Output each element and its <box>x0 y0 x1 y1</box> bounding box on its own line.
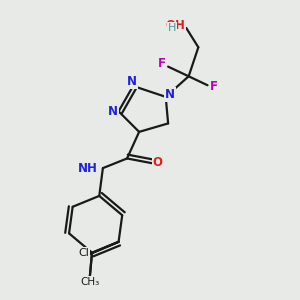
Text: N: N <box>108 105 118 118</box>
Text: Cl: Cl <box>78 248 89 258</box>
Text: OH: OH <box>165 19 185 32</box>
Text: F: F <box>210 80 218 93</box>
Text: N: N <box>127 75 137 88</box>
Text: H: H <box>168 23 176 33</box>
Text: N: N <box>165 88 175 101</box>
Text: F: F <box>158 57 166 70</box>
Text: O: O <box>153 156 163 169</box>
Text: NH: NH <box>78 162 98 175</box>
Text: CH₃: CH₃ <box>80 277 99 287</box>
